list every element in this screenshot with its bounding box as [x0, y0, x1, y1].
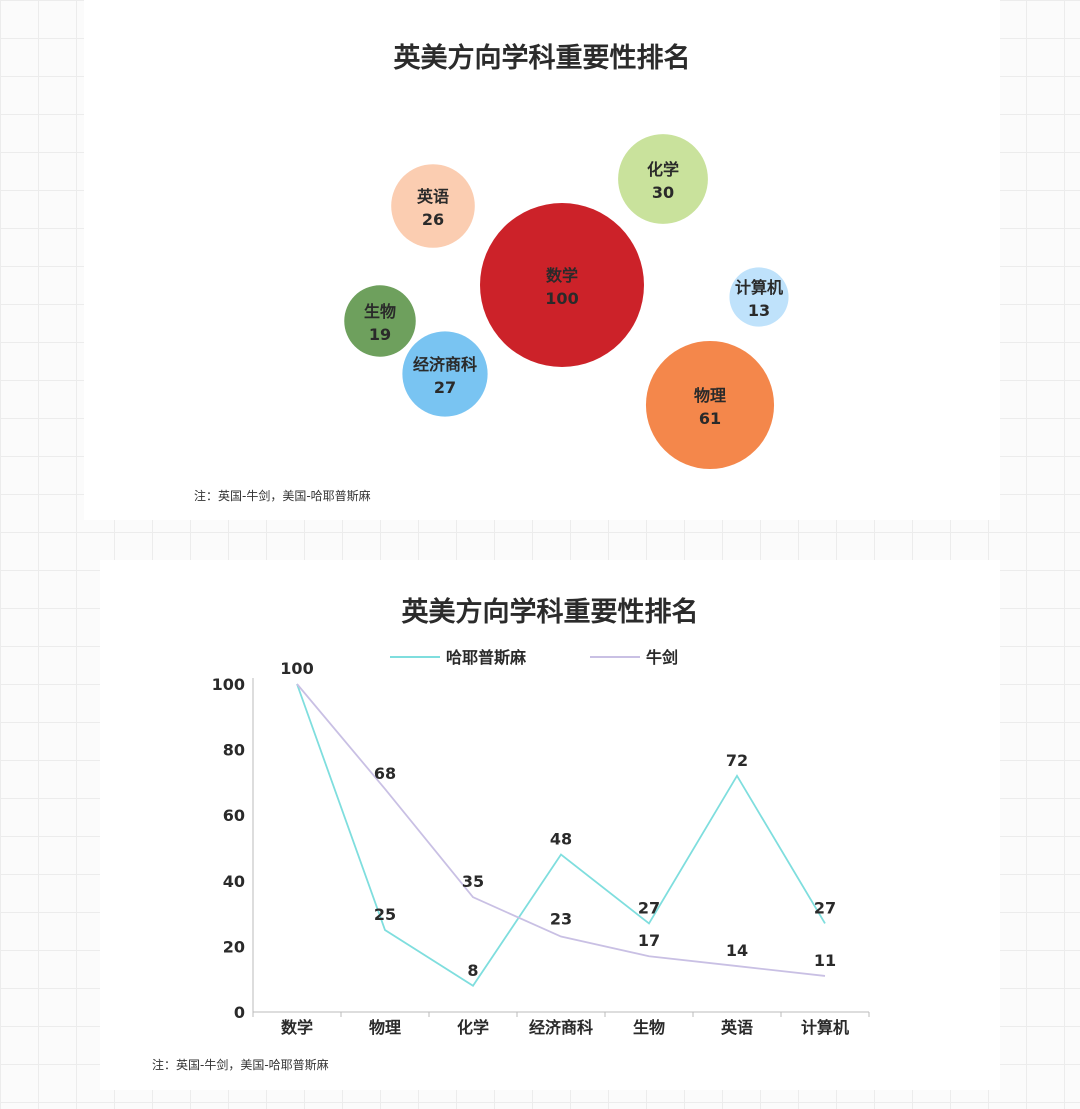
bubble: 经济商科 27	[402, 331, 488, 417]
x-tick-label: 英语	[720, 1018, 753, 1037]
legend-label: 哈耶普斯麻	[446, 648, 527, 667]
data-label: 14	[726, 941, 748, 960]
x-tick-label: 化学	[457, 1018, 489, 1037]
line-chart: 0 20 40 60 80 100 数学 物理 化学 经济商科 生物 英语 计算机 100 25 8 48 27 7…	[212, 648, 870, 1037]
data-label: 48	[550, 830, 572, 849]
bubble-circle	[344, 285, 416, 357]
data-label: 35	[462, 872, 484, 891]
data-label: 23	[550, 910, 572, 929]
bubble-value: 61	[699, 409, 721, 428]
bubble-chart-title: 英美方向学科重要性排名	[393, 43, 691, 74]
series-line	[296, 683, 826, 987]
line-chart-panel: 英美方向学科重要性排名 0 20 40 60 80 100 数学 物理 化学 经济商科 生物 英语 计算…	[100, 560, 1000, 1090]
data-label: 100	[280, 659, 313, 678]
x-tick-label: 经济商科	[529, 1018, 593, 1037]
bubble-chart-note: 注：英国-牛剑，美国-哈耶普斯麻	[194, 489, 371, 503]
data-label: 25	[374, 905, 396, 924]
bubble: 物理 61	[645, 340, 775, 470]
bubble-label: 物理	[694, 386, 726, 405]
bubble-value: 26	[422, 210, 444, 229]
bubble-value: 19	[369, 325, 391, 344]
bubble-label: 经济商科	[413, 355, 477, 374]
y-tick-label: 40	[223, 872, 245, 891]
bubble-chart: 数学 100 物理 61 化学 30 经济商科 27 英语 26 生物 19 计算机 13	[344, 134, 789, 470]
y-tick-label: 0	[234, 1003, 245, 1022]
bubble-circle	[391, 164, 475, 248]
bubble-circle	[618, 134, 708, 224]
bubble: 数学 100	[480, 203, 644, 367]
bubble-value: 100	[545, 289, 578, 308]
bubble: 计算机 13	[729, 267, 789, 327]
bubble-value: 13	[748, 301, 770, 320]
data-label: 27	[638, 898, 660, 917]
x-tick-label: 计算机	[801, 1018, 849, 1037]
y-tick-label: 100	[212, 675, 245, 694]
line-chart-title: 英美方向学科重要性排名	[401, 597, 699, 628]
bubble-label: 生物	[364, 302, 396, 321]
series-line	[296, 683, 826, 977]
x-tick-label: 生物	[633, 1018, 665, 1037]
bubble: 生物 19	[344, 285, 416, 357]
y-tick-label: 60	[223, 806, 245, 825]
bubble-value: 27	[434, 378, 456, 397]
data-label: 72	[726, 751, 748, 770]
x-tick-label: 数学	[281, 1018, 313, 1037]
legend-item: 哈耶普斯麻	[390, 648, 527, 667]
bubble-circle	[645, 340, 775, 470]
legend-label: 牛剑	[646, 648, 678, 667]
bubble-label: 计算机	[735, 278, 783, 297]
bubble: 英语 26	[391, 164, 475, 248]
data-label: 11	[814, 951, 836, 970]
bubble-label: 数学	[546, 266, 578, 285]
data-label: 8	[467, 961, 478, 980]
bubble: 化学 30	[618, 134, 708, 224]
bubble-circle	[480, 203, 644, 367]
data-label: 68	[374, 764, 396, 783]
data-label: 17	[638, 931, 660, 950]
bubble-circle	[729, 267, 789, 327]
bubble-label: 化学	[647, 160, 679, 179]
bubble-circle	[402, 331, 488, 417]
bubble-value: 30	[652, 183, 674, 202]
data-label: 27	[814, 898, 836, 917]
y-tick-label: 20	[223, 937, 245, 956]
x-tick-label: 物理	[369, 1018, 401, 1037]
y-tick-label: 80	[223, 741, 245, 760]
bubble-chart-panel: 英美方向学科重要性排名 数学 100 物理 61 化学 30 经济商科 27 英语 26 生物 19 计…	[84, 0, 1000, 520]
line-chart-note: 注：英国-牛剑，美国-哈耶普斯麻	[152, 1058, 329, 1072]
legend-item: 牛剑	[590, 648, 678, 667]
bubble-label: 英语	[416, 187, 449, 206]
